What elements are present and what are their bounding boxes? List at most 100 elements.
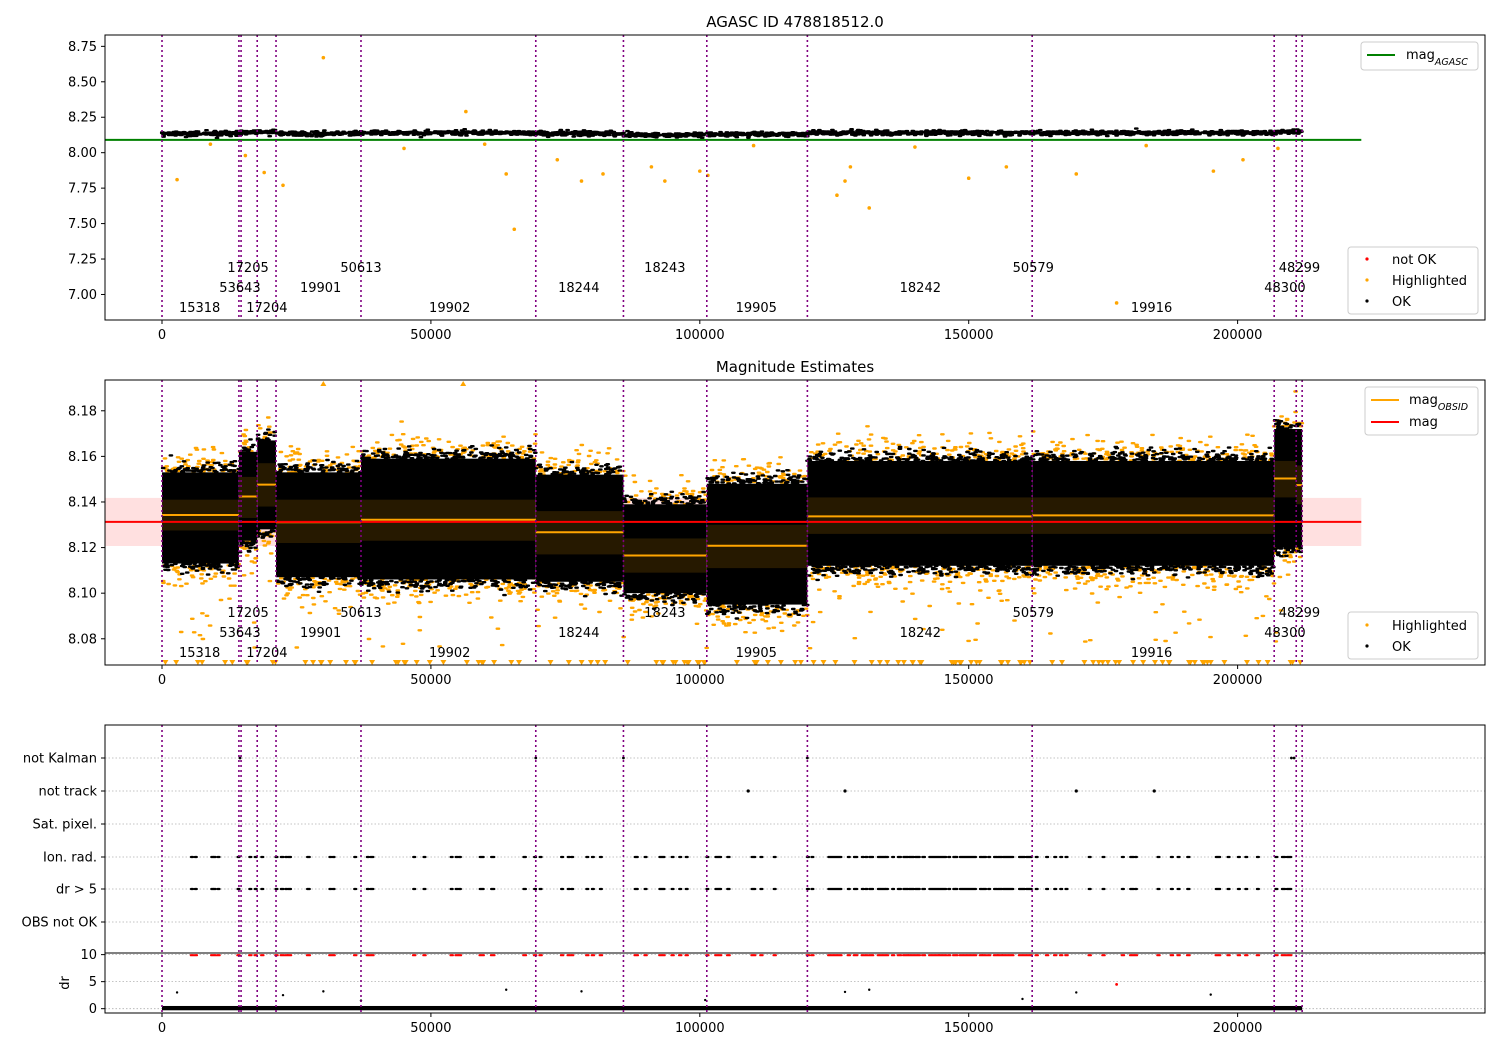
y-tick-label: 7.00 xyxy=(68,288,97,303)
panel-dr-frame xyxy=(104,952,1486,1014)
dr-y-tick-label: 0 xyxy=(89,1002,97,1017)
ok-points xyxy=(1273,128,1304,136)
legend-mag-label: mag xyxy=(1409,415,1438,430)
ok-points xyxy=(254,128,278,138)
dr-outlier-point xyxy=(843,990,847,994)
panel-agasc-frame xyxy=(104,34,1486,321)
obsid-label: 19901 xyxy=(300,281,341,296)
dr-outlier-point xyxy=(1021,997,1024,1001)
highlighted-point xyxy=(649,165,654,169)
ok-points-edge xyxy=(805,445,1035,582)
y-tick-label: 8.18 xyxy=(68,404,97,419)
y-tick-label: 8.10 xyxy=(68,587,97,602)
x-tick-label: 50000 xyxy=(410,673,451,688)
dr-outlier-point xyxy=(505,988,508,991)
highlighted-point xyxy=(1074,172,1079,176)
legend-ok-marker-2 xyxy=(1365,644,1369,648)
legend-highlighted-label: Highlighted xyxy=(1392,274,1467,289)
x-tick-label: 150000 xyxy=(944,328,994,343)
obsid-label: 18242 xyxy=(900,626,941,641)
ok-points-band xyxy=(1032,460,1275,566)
x-tick-label: 50000 xyxy=(410,328,451,343)
y-tick-label: 8.50 xyxy=(68,75,97,90)
highlighted-point xyxy=(464,109,468,114)
legend-highlighted-label-2: Highlighted xyxy=(1392,619,1467,634)
obsid-label: 18244 xyxy=(558,626,599,641)
ok-points-edge xyxy=(621,490,707,610)
not-kalman-point xyxy=(622,756,625,760)
highlighted-point xyxy=(848,165,853,169)
highlighted-point xyxy=(482,142,487,146)
ok-points-edge xyxy=(160,454,242,576)
legend-highlighted-marker xyxy=(1365,278,1369,282)
flag-row-label: dr > 5 xyxy=(56,883,97,898)
obsid-label: 48299 xyxy=(1279,606,1320,621)
offscale-marker-top xyxy=(320,381,327,386)
panel-flags-plot-area xyxy=(105,725,1485,1013)
obsid-label: 17205 xyxy=(227,606,268,621)
legend-ok-label-2: OK xyxy=(1392,640,1411,655)
panel-agasc-legend-top: magAGASC xyxy=(1360,41,1479,71)
y-tick-label: 8.12 xyxy=(68,541,97,556)
dr-outlier-point xyxy=(175,991,179,994)
obsid-label: 48300 xyxy=(1264,281,1305,296)
ok-points xyxy=(621,129,707,140)
obsid-label: 19901 xyxy=(300,626,341,641)
panel-flags: not Kalman not track Sat. pixel. Ion. rad. d… xyxy=(22,724,1486,1036)
panel-mag-frame xyxy=(104,379,1486,666)
highlighted-point xyxy=(751,143,756,148)
panel-dr-ylabel: dr xyxy=(58,976,73,990)
ok-points xyxy=(705,130,810,139)
flag-row-label: Ion. rad. xyxy=(43,851,97,866)
obsid-label: 17204 xyxy=(246,646,287,661)
highlighted-point xyxy=(1144,143,1148,148)
panel-mag-legend-bottom: Highlighted OK xyxy=(1347,611,1479,660)
y-tick-label: 8.14 xyxy=(68,495,97,510)
y-tick-label: 8.25 xyxy=(68,111,97,126)
highlighted-point xyxy=(1241,157,1245,162)
y-tick-label: 7.25 xyxy=(68,253,97,268)
x-tick-label: 200000 xyxy=(1213,673,1263,688)
x-tick-label: 150000 xyxy=(944,673,994,688)
panel-flags-frame xyxy=(104,724,1486,954)
dr-outlier-point xyxy=(322,990,325,993)
y-tick-label: 7.50 xyxy=(68,217,97,232)
obsid-label: 53643 xyxy=(219,281,260,296)
x-tick-label: 0 xyxy=(158,673,166,688)
flag-row-label: Sat. pixel. xyxy=(33,818,97,833)
obsid-label: 50613 xyxy=(340,261,381,276)
highlighted-point xyxy=(698,169,702,173)
highlighted-point xyxy=(966,176,971,181)
panel-flags-y-axis: not Kalman not track Sat. pixel. Ion. rad. d… xyxy=(22,752,105,1017)
offscale-marker-top xyxy=(460,381,467,386)
dr-outlier-red xyxy=(1115,982,1119,986)
ok-points xyxy=(805,127,1034,138)
dr-outlier-point xyxy=(703,998,707,1002)
panel-mag-y-axis: 8.08 8.10 8.12 8.14 8.16 8.18 xyxy=(68,404,105,647)
dr-outlier-point xyxy=(868,988,871,991)
highlighted-point xyxy=(1211,169,1216,173)
not-kalman-point xyxy=(1292,756,1296,760)
ok-points-band xyxy=(535,474,624,582)
obsid-label: 18243 xyxy=(644,606,685,621)
y-tick-label: 8.16 xyxy=(68,450,97,465)
legend-ok-marker xyxy=(1365,299,1369,303)
obsid-label: 19905 xyxy=(736,646,777,661)
x-tick-label: 100000 xyxy=(675,1021,725,1036)
highlighted-point xyxy=(504,172,509,176)
obsid-label: 19902 xyxy=(429,301,470,316)
ok-points-edge xyxy=(254,428,278,539)
x-tick-label: 50000 xyxy=(410,1021,451,1036)
ok-points-edge xyxy=(533,460,624,598)
obsid-label: 19905 xyxy=(736,301,777,316)
panel-agasc-legend-bottom: not OK Highlighted OK xyxy=(1347,246,1479,315)
panel-mag-legend-top: magOBSID mag xyxy=(1364,386,1479,436)
panel-agasc-y-axis: 7.00 7.25 7.50 7.75 8.00 8.25 8.50 8.75 xyxy=(68,40,105,303)
dr-y-tick-label: 5 xyxy=(89,975,97,990)
highlighted-point xyxy=(175,177,179,182)
panel-mag-obs-labels: 15318 53643 17205 17204 19901 50613 19902 18244… xyxy=(179,606,1320,661)
panel-flags-x-axis: 0 50000 100000 150000 200000 xyxy=(158,1013,1262,1036)
highlighted-point xyxy=(1114,301,1119,305)
ok-points-edge xyxy=(237,438,258,554)
highlighted-point xyxy=(555,157,560,162)
